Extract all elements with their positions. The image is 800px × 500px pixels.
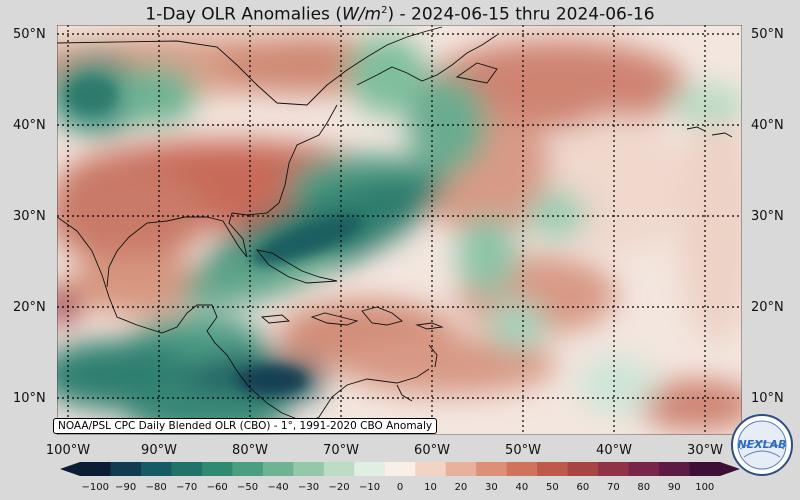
data-source-credit: NOAA/PSL CPC Daily Blended OLR (CBO) - 1… xyxy=(53,418,438,434)
map-title: 1-Day OLR Anomalies (W/m2) - 2024-06-15 … xyxy=(145,4,655,25)
lon-label-60w: 60°W xyxy=(414,443,450,458)
lat-label-right-40n: 40°N xyxy=(751,118,784,133)
graticule xyxy=(57,25,742,435)
colorbar-tick-label: −30 xyxy=(298,482,320,493)
colorbar-segment xyxy=(628,462,660,476)
colorbar-tick-label: −80 xyxy=(145,482,167,493)
colorbar-tick-label: −70 xyxy=(176,482,198,493)
colorbar xyxy=(60,462,740,476)
colorbar-tick-label: 20 xyxy=(454,482,468,493)
colorbar-tick-label: −20 xyxy=(328,482,350,493)
colorbar-extend-low xyxy=(60,462,80,476)
lat-label-left-40n: 40°N xyxy=(13,118,46,133)
colorbar-segment xyxy=(506,462,538,476)
lat-label-left-20n: 20°N xyxy=(13,300,46,315)
colorbar-segment xyxy=(262,462,294,476)
colorbar-segment xyxy=(354,462,386,476)
lon-label-90w: 90°W xyxy=(141,443,177,458)
olr-anomaly-map xyxy=(57,25,742,435)
colorbar-tick-label: 70 xyxy=(606,482,620,493)
colorbar-tick-label: 40 xyxy=(515,482,529,493)
lon-label-70w: 70°W xyxy=(323,443,359,458)
colorbar-tick-label: −10 xyxy=(358,482,381,493)
lat-label-right-50n: 50°N xyxy=(751,27,784,42)
colorbar-extend-high xyxy=(720,462,740,476)
colorbar-tick-label: −90 xyxy=(115,482,137,493)
nexlab-logo: NEXLAB xyxy=(731,414,793,476)
lat-label-right-20n: 20°N xyxy=(751,300,784,315)
lat-label-left-50n: 50°N xyxy=(13,27,46,42)
colorbar-tick-label: −40 xyxy=(267,482,289,493)
colorbar-segment xyxy=(659,462,691,476)
coastlines xyxy=(57,26,733,424)
lat-label-left-30n: 30°N xyxy=(13,209,46,224)
lon-label-50w: 50°W xyxy=(505,443,541,458)
colorbar-segment xyxy=(201,462,233,476)
colorbar-tick-label: 80 xyxy=(637,482,651,493)
colorbar-segment xyxy=(232,462,264,476)
colorbar-tick-label: 0 xyxy=(396,482,404,493)
lat-label-right-10n: 10°N xyxy=(751,391,784,406)
colorbar-segment xyxy=(445,462,477,476)
colorbar-tick-label: 30 xyxy=(485,482,498,493)
lat-label-left-10n: 10°N xyxy=(13,391,46,406)
colorbar-segment xyxy=(415,462,447,476)
colorbar-tick-label: 100 xyxy=(695,482,715,493)
colorbar-segment xyxy=(140,462,172,476)
colorbar-tick-label: −60 xyxy=(206,482,228,493)
colorbar-segment xyxy=(171,462,203,476)
colorbar-tick-label: −100 xyxy=(81,482,109,493)
lon-label-40w: 40°W xyxy=(596,443,632,458)
colorbar-segment xyxy=(293,462,325,476)
colorbar-segment xyxy=(689,462,721,476)
colorbar-segment xyxy=(567,462,599,476)
colorbar-segment xyxy=(598,462,630,476)
colorbar-tick-label: 60 xyxy=(576,482,590,493)
anomaly-field xyxy=(57,35,742,435)
lon-label-80w: 80°W xyxy=(232,443,268,458)
colorbar-tick-label: 90 xyxy=(667,482,681,493)
logo-text: NEXLAB xyxy=(737,438,786,451)
colorbar-segment xyxy=(110,462,142,476)
lat-label-right-30n: 30°N xyxy=(751,209,784,224)
colorbar-tick-label: −50 xyxy=(237,482,259,493)
colorbar-tick-label: 50 xyxy=(546,482,559,493)
colorbar-tick-label: 10 xyxy=(424,482,437,493)
colorbar-segment xyxy=(80,462,111,476)
colorbar-segment xyxy=(384,462,416,476)
colorbar-segment xyxy=(476,462,508,476)
colorbar-segment xyxy=(323,462,355,476)
lon-label-30w: 30°W xyxy=(687,443,723,458)
lon-label-100w: 100°W xyxy=(45,443,91,458)
colorbar-segment xyxy=(537,462,569,476)
